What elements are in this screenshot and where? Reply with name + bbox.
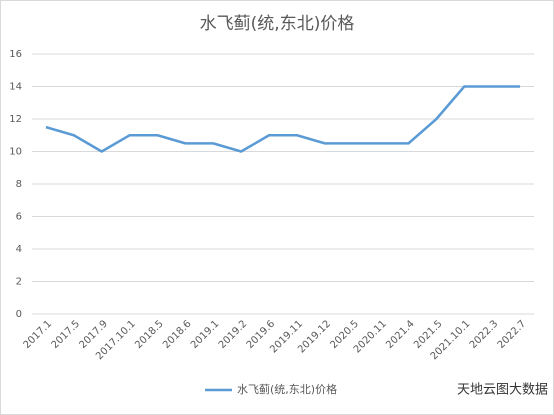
y-tick-label: 8 xyxy=(16,179,22,190)
y-tick-label: 4 xyxy=(16,244,22,255)
chart-title: 水飞蓟(统,东北)价格 xyxy=(200,14,355,34)
y-tick-label: 2 xyxy=(16,277,22,288)
y-tick-label: 0 xyxy=(16,309,22,320)
y-tick-label: 12 xyxy=(9,114,22,125)
y-tick-label: 16 xyxy=(9,49,22,60)
y-tick-label: 14 xyxy=(9,82,22,93)
y-tick-label: 6 xyxy=(16,212,22,223)
series-line xyxy=(45,85,521,153)
legend-label: 水飞蓟(统,东北)价格 xyxy=(237,382,337,396)
y-tick-label: 10 xyxy=(9,147,22,158)
watermark: 天地云图大数据 xyxy=(457,383,548,398)
